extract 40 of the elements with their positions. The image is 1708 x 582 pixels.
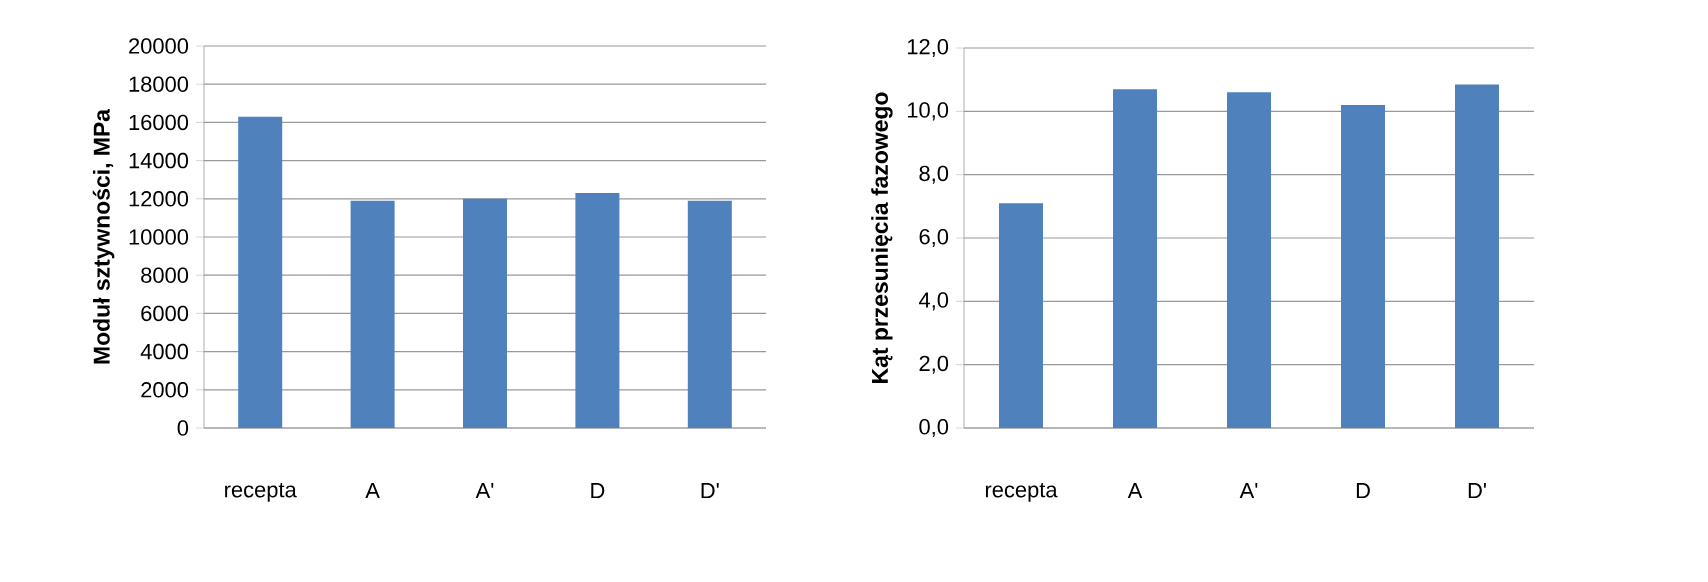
y-tick-label: 16000 (129, 114, 189, 131)
y-tick-label: 4000 (140, 343, 189, 360)
bar (463, 198, 507, 428)
y-tick-label: 8,0 (919, 165, 949, 184)
y-tick-label: 12000 (129, 191, 189, 207)
y-tick-label: 8000 (141, 267, 189, 283)
y-tick-label: 4,0 (919, 292, 949, 311)
y-tick-label: 2000 (141, 382, 189, 398)
y-tick-label: 0 (177, 420, 189, 436)
y-tick-label: 18000 (129, 76, 189, 92)
y-tick-label: 20000 (129, 38, 189, 54)
y-tick-label: 6,0 (919, 228, 949, 248)
y-tick-label: 6000 (141, 305, 189, 322)
y-axis-title: Moduł sztywności, MPa (92, 108, 115, 364)
x-tick-label: recepta (225, 483, 297, 502)
x-tick-label: D (591, 483, 605, 499)
x-tick-label: D' (701, 483, 719, 499)
bar (1113, 89, 1158, 428)
y-tick-label: 2,0 (919, 355, 949, 374)
x-tick-label: D' (1468, 483, 1486, 499)
y-tick-label: 14000 (129, 152, 189, 169)
bar (1227, 92, 1272, 428)
x-tick-label: A (365, 483, 380, 499)
x-tick-label: A' (1239, 483, 1258, 499)
y-tick-label: 0,0 (919, 418, 949, 438)
y-axis-title: Kąt przesunięcia fazowego (871, 92, 893, 383)
bar (350, 200, 395, 428)
bar (575, 193, 620, 428)
bar (999, 203, 1044, 428)
x-tick-label: A (1127, 483, 1143, 499)
x-tick-label: recepta (985, 483, 1058, 502)
y-tick-label: 10,0 (907, 102, 949, 121)
bar (238, 116, 283, 428)
x-tick-label: A' (475, 483, 494, 499)
y-tick-label: 12,0 (907, 38, 949, 58)
y-tick-label: 10000 (129, 229, 189, 245)
x-tick-label: D (1356, 483, 1370, 499)
bar (687, 200, 732, 428)
bar (1455, 84, 1500, 428)
bar (1341, 105, 1386, 428)
